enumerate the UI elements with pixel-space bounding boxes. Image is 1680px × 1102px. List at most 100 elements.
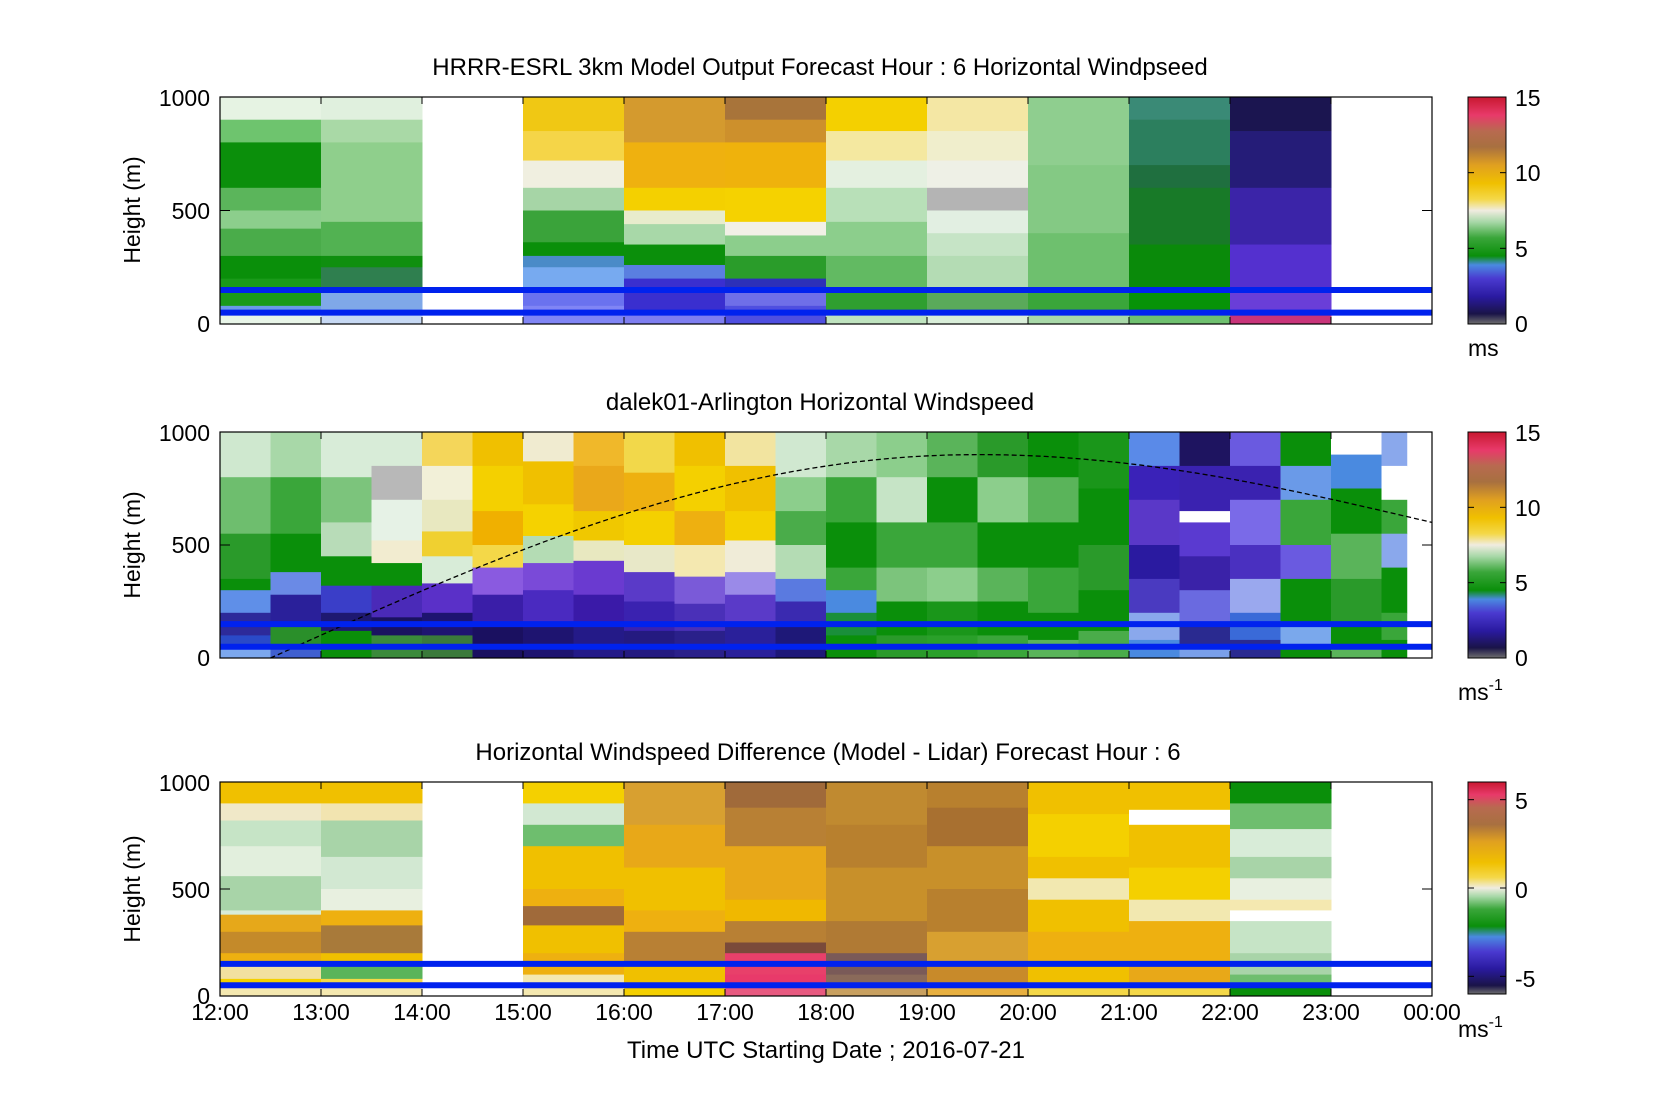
heatmap-cell — [725, 511, 776, 541]
heatmap-cell — [1331, 624, 1382, 645]
heatmap-cell — [220, 987, 322, 997]
heatmap-cell — [826, 590, 877, 614]
heatmap-cell — [826, 567, 877, 591]
heatmap-cell — [826, 221, 928, 257]
x-tick-label: 23:00 — [1302, 999, 1360, 1025]
heatmap-cell — [573, 624, 625, 659]
heatmap-cell — [1028, 314, 1130, 325]
heatmap-cell — [220, 119, 322, 143]
heatmap-cell — [321, 142, 423, 223]
unit-base: ms — [1458, 679, 1489, 705]
heatmap-cell — [826, 97, 928, 132]
heatmap-cell — [1028, 899, 1130, 933]
heatmap-cell — [1381, 567, 1408, 614]
x-tick-label: 14:00 — [393, 999, 451, 1025]
heatmap-cell — [725, 289, 827, 307]
heatmap-cell — [927, 210, 1029, 234]
heatmap-cell — [725, 278, 827, 291]
panel-title: HRRR-ESRL 3km Model Output Forecast Hour… — [432, 54, 1207, 81]
heatmap-cell — [220, 910, 322, 916]
colorbar-tick-10: 10 — [1515, 495, 1541, 521]
heatmap-cell — [624, 782, 726, 826]
colorbar — [1467, 96, 1507, 325]
heatmap-cell — [371, 563, 423, 587]
y-tick-1000: 1000 — [159, 85, 210, 111]
heatmap-cell — [1230, 803, 1332, 830]
heatmap-cell — [321, 925, 423, 954]
heatmap-cell — [422, 499, 473, 532]
heatmap-cell — [1028, 522, 1079, 569]
heatmap-cell — [220, 210, 322, 230]
heatmap-cell — [624, 572, 675, 602]
heatmap-cell — [573, 594, 625, 625]
heatmap-cell — [523, 267, 625, 291]
heatmap-cell — [624, 224, 726, 246]
colorbar-unit: ms — [1468, 335, 1499, 361]
heatmap-cell — [1129, 867, 1231, 901]
heatmap-cell — [220, 255, 322, 280]
heatmap-cell — [220, 963, 322, 980]
heatmap-cell — [1028, 233, 1130, 291]
y-tick-1000: 1000 — [159, 420, 210, 446]
heatmap-cell — [270, 624, 322, 645]
heatmap-cell — [1129, 987, 1231, 997]
heatmap-cell — [1078, 545, 1130, 591]
colorbar-unit: ms-1 — [1458, 677, 1503, 705]
heatmap-cell — [523, 889, 625, 907]
heatmap-cell — [927, 477, 978, 523]
heatmap-cell — [270, 533, 322, 573]
heatmap-cell — [826, 187, 928, 223]
colorbar-tick-0: 0 — [1515, 311, 1528, 337]
heatmap-cell — [321, 953, 423, 965]
heatmap-cell — [1381, 499, 1408, 535]
x-tick-label: 21:00 — [1100, 999, 1158, 1025]
heatmap-cell — [523, 563, 574, 591]
heatmap-cell — [624, 511, 675, 546]
axis-ticks — [219, 431, 1433, 659]
heatmap-cell — [1129, 187, 1231, 246]
heatmap-cell — [220, 289, 322, 307]
heatmap-cell — [725, 540, 776, 573]
heatmap-cell — [624, 432, 675, 474]
heatmap-cell — [977, 522, 1029, 569]
heatmap-cell — [220, 590, 271, 614]
heatmap-cell — [1179, 465, 1231, 512]
heatmap-cell — [1331, 533, 1382, 580]
heatmap-cell — [1129, 314, 1231, 325]
heatmap-cell — [1179, 624, 1231, 645]
heatmap-cell — [725, 899, 827, 922]
heatmap-cell — [927, 567, 978, 602]
heatmap-cell — [624, 244, 726, 266]
heatmap-cell — [826, 987, 928, 997]
x-tick-label: 18:00 — [797, 999, 855, 1025]
heatmap-cell — [624, 210, 726, 225]
colorbar-tick-5: 5 — [1515, 236, 1528, 262]
heatmap-cell — [927, 233, 1029, 257]
heatmap-cell — [876, 522, 928, 569]
heatmap-cell — [1179, 590, 1231, 625]
heatmap-cell — [1381, 432, 1408, 467]
heatmap-cell — [523, 97, 625, 132]
heatmap-cell — [1230, 856, 1332, 879]
heatmap-cell — [270, 594, 322, 625]
heatmap-cell — [826, 867, 928, 922]
heatmap-cell — [674, 432, 726, 467]
heatmap-cell — [1230, 244, 1332, 291]
heatmap-cell — [220, 228, 322, 257]
heatmap-cell — [1129, 899, 1231, 922]
heatmap-cell — [775, 545, 827, 580]
heatmap-cell — [371, 432, 423, 467]
heatmap-cell — [1129, 119, 1231, 166]
heatmap-cell — [624, 142, 726, 189]
heatmap-cell — [725, 119, 827, 143]
heatmap-cell — [523, 906, 625, 926]
heatmap-cell — [775, 511, 827, 546]
heatmap-cell — [523, 590, 574, 625]
heatmap-cell — [523, 187, 625, 211]
panel-title: Horizontal Windspeed Difference (Model -… — [475, 739, 1180, 766]
heatmap-cell — [220, 477, 271, 535]
x-tick-label: 16:00 — [595, 999, 653, 1025]
unit-base: ms — [1458, 1016, 1489, 1042]
heatmap-cell — [977, 601, 1029, 636]
heatmap-cell — [321, 856, 423, 890]
